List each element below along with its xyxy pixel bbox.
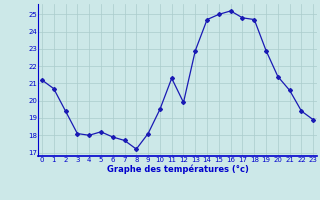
X-axis label: Graphe des températures (°c): Graphe des températures (°c) xyxy=(107,165,249,174)
